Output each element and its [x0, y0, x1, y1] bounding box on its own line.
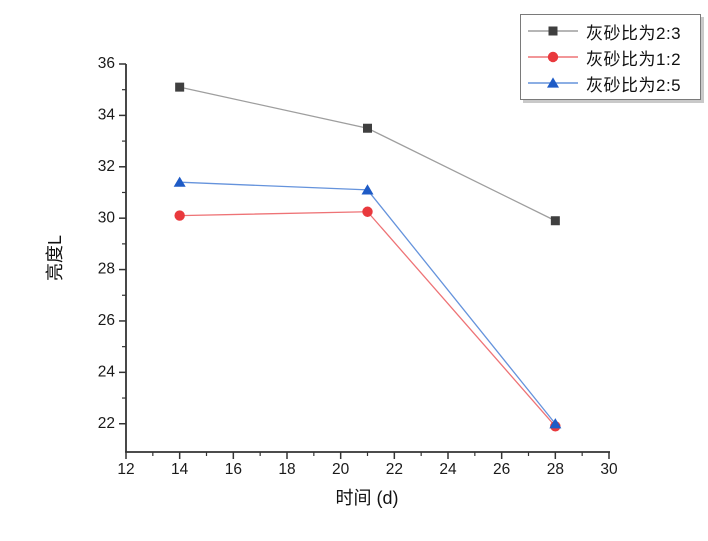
legend-sample-square	[528, 26, 578, 36]
x-tick-label: 14	[171, 461, 189, 478]
legend-label: 灰砂比为2:3	[586, 23, 682, 43]
y-tick-label: 36	[98, 55, 115, 72]
y-tick-label: 28	[98, 261, 115, 278]
series-line	[179, 181, 556, 425]
legend-sample-triangle	[528, 77, 578, 88]
square-marker	[548, 26, 558, 36]
x-tick-label: 28	[547, 461, 564, 478]
legend-label: 灰砂比为2:5	[586, 75, 682, 95]
circle-marker	[547, 51, 559, 63]
y-tick-label: 22	[98, 415, 115, 432]
x-tick-label: 30	[600, 461, 618, 478]
y-tick-label: 24	[98, 363, 116, 380]
x-axis-title: 时间 (d)	[335, 488, 399, 508]
series-line	[179, 211, 556, 427]
y-tick-label: 30	[98, 209, 116, 226]
circle-marker	[174, 210, 185, 221]
legend-label: 灰砂比为1:2	[586, 49, 682, 69]
y-axis-title: 亮度L	[45, 234, 65, 282]
y-tick-label: 26	[98, 312, 115, 329]
series-line	[179, 86, 556, 222]
y-tick-label: 32	[98, 158, 115, 175]
x-tick-label: 16	[225, 461, 242, 478]
x-tick-label: 24	[439, 461, 457, 478]
legend-sample-circle	[528, 51, 578, 63]
square-marker	[550, 216, 560, 226]
triangle-marker	[549, 418, 562, 429]
triangle-marker	[173, 176, 186, 187]
x-tick-label: 20	[332, 461, 350, 478]
legend-box: 灰砂比为2:3 灰砂比为1:2 灰砂比为2:5	[520, 14, 701, 100]
legend-entry: 灰砂比为1:2	[527, 44, 696, 70]
legend-entry: 灰砂比为2:3	[527, 18, 696, 44]
x-tick-label: 26	[493, 461, 510, 478]
y-tick-label: 34	[98, 106, 116, 123]
x-tick-label: 22	[386, 461, 403, 478]
x-tick-label: 18	[278, 461, 295, 478]
legend-entry: 灰砂比为2:5	[527, 70, 696, 96]
triangle-marker	[547, 77, 559, 88]
x-tick-label: 12	[117, 461, 134, 478]
triangle-marker	[361, 184, 374, 195]
square-marker	[175, 82, 185, 92]
circle-marker	[362, 206, 373, 217]
square-marker	[363, 123, 372, 133]
